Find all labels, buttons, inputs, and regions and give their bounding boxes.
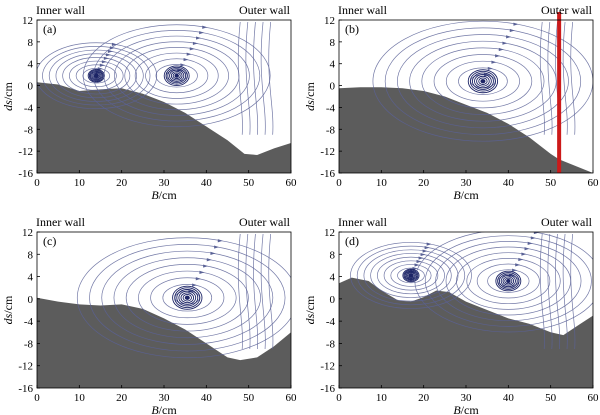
y-tick-label: 4 [28,272,34,284]
outer-wall-label: Outer wall [239,215,291,229]
y-tick-label: -12 [320,146,335,158]
x-tick-label: 50 [243,392,255,404]
x-tick-label: 0 [34,177,40,189]
y-tick-label: -16 [18,168,33,180]
y-tick-label: -16 [320,383,335,395]
x-tick-label: 40 [201,392,213,404]
x-tick-label: 0 [34,392,40,404]
inner-wall-label: Inner wall [338,3,388,17]
y-tick-label: -8 [24,338,34,350]
x-tick-label: 30 [159,392,171,404]
y-tick-label: 8 [330,37,336,49]
y-tick-label: -4 [24,102,34,114]
vortex-c-1 [76,237,291,359]
vortex-b-1 [372,20,593,142]
y-tick-label: -8 [326,338,336,350]
y-tick-label: 4 [28,59,34,71]
y-tick-label: 8 [28,249,34,261]
x-tick-label: 30 [159,177,171,189]
x-tick-label: 20 [116,392,128,404]
x-tick-label: 20 [418,177,430,189]
x-tick-label: 60 [588,177,600,189]
x-axis-label: B/cm [453,403,479,415]
outer-wall-label: Outer wall [239,3,291,17]
x-tick-label: 50 [545,392,557,404]
y-tick-label: 8 [28,37,34,49]
y-tick-label: -12 [320,361,335,373]
vortex-d-1 [350,242,472,309]
x-tick-label: 10 [74,177,86,189]
x-tick-label: 0 [336,177,342,189]
y-tick-label: -4 [24,316,34,328]
x-tick-label: 20 [418,392,430,404]
panel-label: (d) [345,234,359,248]
inner-wall-label: Inner wall [338,215,388,229]
y-tick-label: 0 [28,81,34,93]
x-tick-label: 60 [286,177,298,189]
y-tick-label: -16 [320,168,335,180]
y-tick-label: -8 [326,124,336,136]
bed-a [37,82,291,173]
x-tick-label: 50 [243,177,255,189]
y-tick-label: 12 [22,227,33,239]
vortex-d-2 [414,232,593,333]
y-tick-label: 4 [330,272,336,284]
y-tick-label: 8 [330,249,336,261]
y-axis-label: ds/cm [1,82,15,111]
y-tick-label: 0 [28,294,34,306]
bed-b [339,87,593,173]
x-tick-label: 40 [503,177,515,189]
outer-wall-flow-a [237,21,274,135]
x-tick-label: 20 [116,177,128,189]
vortex-a-2 [82,24,271,128]
x-tick-label: 30 [461,177,473,189]
x-tick-label: 10 [74,392,86,404]
y-tick-label: -8 [24,124,34,136]
y-tick-label: -4 [326,316,336,328]
y-tick-label: -16 [18,383,33,395]
x-tick-label: 10 [376,392,388,404]
inner-wall-label: Inner wall [36,215,86,229]
x-tick-label: 10 [376,177,388,189]
y-tick-label: 12 [22,15,33,27]
y-axis-label: ds/cm [1,295,15,324]
x-tick-label: 40 [201,177,213,189]
outer-wall-flow-c [237,233,274,350]
x-axis-label: B/cm [151,403,177,415]
x-tick-label: 60 [286,392,298,404]
x-tick-label: 60 [588,392,600,404]
outer-wall-label: Outer wall [541,3,593,17]
inner-wall-label: Inner wall [36,3,86,17]
panel-label: (a) [43,22,56,36]
y-axis-label: ds/cm [303,295,317,324]
x-axis-label: B/cm [453,188,479,202]
y-tick-label: 0 [330,294,336,306]
y-tick-label: -12 [18,146,33,158]
y-tick-label: -4 [326,102,336,114]
y-tick-label: 12 [324,227,335,239]
y-tick-label: 12 [324,15,335,27]
panel-label: (c) [43,234,56,248]
x-tick-label: 40 [503,392,515,404]
y-tick-label: -12 [18,361,33,373]
vortex-a-1 [37,42,158,110]
outer-wall-flow-d [539,233,576,350]
x-tick-label: 0 [336,392,342,404]
x-tick-label: 30 [461,392,473,404]
outer-wall-label: Outer wall [541,215,593,229]
y-axis-label: ds/cm [303,82,317,111]
y-tick-label: 4 [330,59,336,71]
y-tick-label: 0 [330,81,336,93]
x-tick-label: 50 [545,177,557,189]
panel-label: (b) [345,22,359,36]
x-axis-label: B/cm [151,188,177,202]
bed-d [339,277,593,388]
